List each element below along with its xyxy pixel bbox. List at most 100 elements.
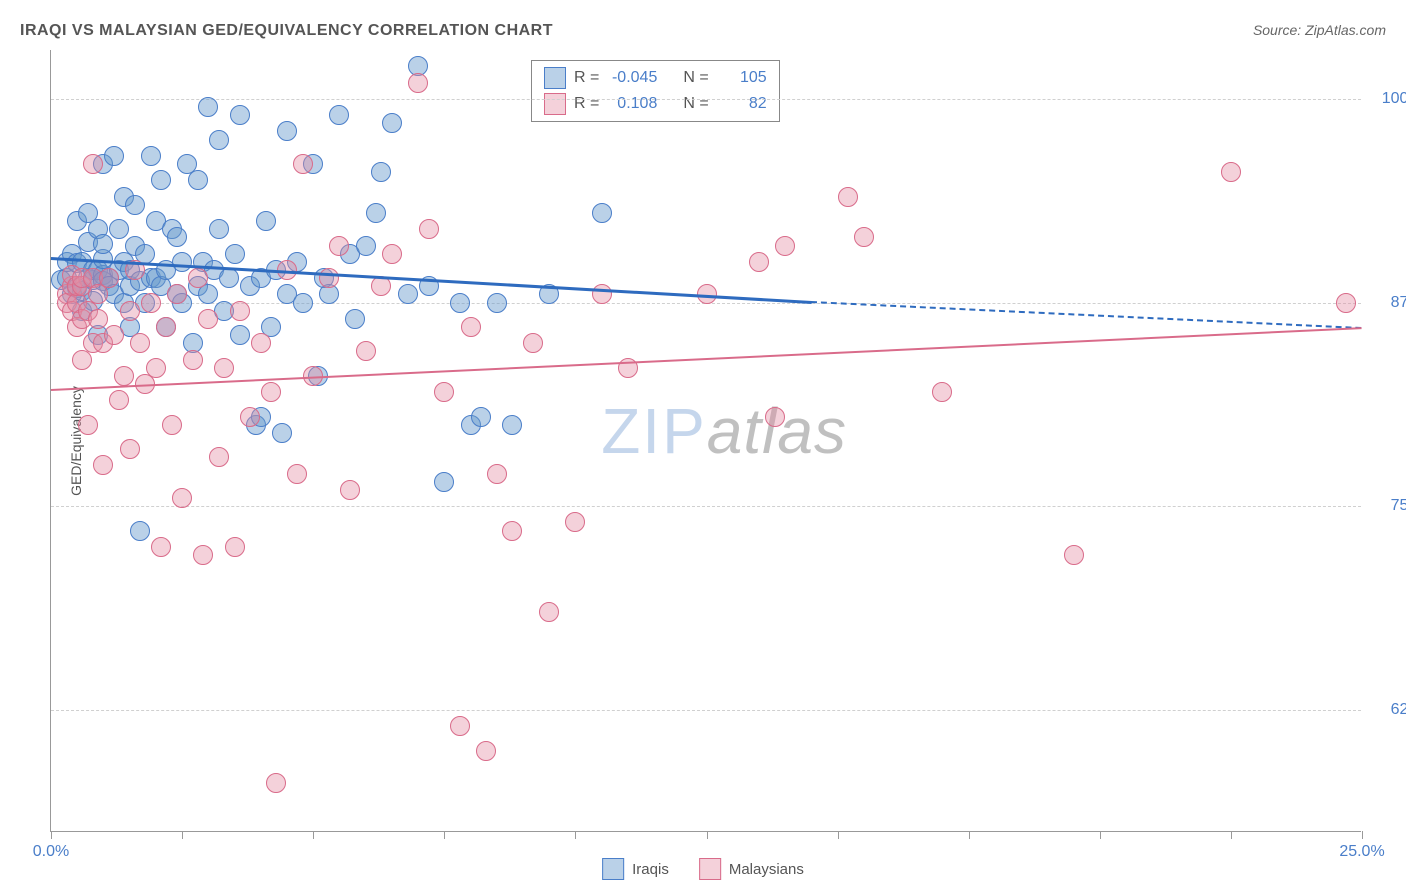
scatter-point-malaysians [261,382,281,402]
y-axis-label: GED/Equivalency [68,386,84,496]
scatter-point-iraqis [109,219,129,239]
legend-n-value-malaysians: 82 [717,95,767,113]
scatter-point-malaysians [932,382,952,402]
legend-r-label-2: R = [574,95,599,113]
bottom-swatch-iraqis [602,858,624,880]
scatter-point-iraqis [272,423,292,443]
scatter-point-malaysians [319,268,339,288]
scatter-point-malaysians [408,73,428,93]
scatter-point-malaysians [329,236,349,256]
scatter-point-malaysians [78,415,98,435]
scatter-point-malaysians [99,268,119,288]
scatter-point-iraqis [93,234,113,254]
bottom-legend-malaysians: Malaysians [699,858,804,880]
scatter-point-malaysians [382,244,402,264]
source-text: Source: ZipAtlas.com [1253,22,1386,38]
scatter-point-malaysians [1064,545,1084,565]
scatter-point-malaysians [775,236,795,256]
scatter-point-malaysians [450,716,470,736]
x-tick-mark [51,831,52,839]
scatter-point-malaysians [749,252,769,272]
scatter-point-iraqis [209,219,229,239]
x-tick-mark [707,831,708,839]
scatter-point-iraqis [398,284,418,304]
legend-n-value-iraqis: 105 [717,69,767,87]
scatter-point-iraqis [502,415,522,435]
y-tick-label: 62.5% [1366,701,1406,719]
bottom-legend: Iraqis Malaysians [602,858,804,880]
scatter-point-malaysians [287,464,307,484]
scatter-point-malaysians [293,154,313,174]
y-tick-label: 100.0% [1366,90,1406,108]
watermark: ZIPatlas [601,394,847,468]
y-tick-label: 87.5% [1366,294,1406,312]
chart-title: IRAQI VS MALAYSIAN GED/EQUIVALENCY CORRE… [20,22,553,40]
scatter-point-malaysians [193,545,213,565]
scatter-point-malaysians [539,602,559,622]
scatter-point-malaysians [1336,293,1356,313]
gridline-horizontal [51,99,1361,100]
scatter-point-malaysians [114,366,134,386]
scatter-point-iraqis [345,309,365,329]
legend-n-label-2: N = [683,95,708,113]
scatter-point-malaysians [183,350,203,370]
scatter-point-iraqis [230,325,250,345]
scatter-point-malaysians [209,447,229,467]
scatter-point-iraqis [329,105,349,125]
scatter-point-malaysians [188,268,208,288]
scatter-point-malaysians [340,480,360,500]
x-tick-mark [1362,831,1363,839]
legend-r-label: R = [574,69,599,87]
watermark-zip: ZIP [601,395,707,467]
scatter-point-iraqis [198,97,218,117]
x-tick-mark [838,831,839,839]
legend-row-malaysians: R = 0.108 N = 82 [544,91,767,117]
scatter-point-iraqis [434,472,454,492]
x-tick-mark [1231,831,1232,839]
scatter-point-iraqis [188,170,208,190]
scatter-point-malaysians [214,358,234,378]
bottom-legend-iraqis: Iraqis [602,858,669,880]
scatter-point-malaysians [172,488,192,508]
x-tick-mark [1100,831,1101,839]
scatter-point-malaysians [356,341,376,361]
bottom-swatch-malaysians [699,858,721,880]
scatter-point-malaysians [225,537,245,557]
chart-container: IRAQI VS MALAYSIAN GED/EQUIVALENCY CORRE… [0,0,1406,892]
scatter-point-malaysians [461,317,481,337]
scatter-point-iraqis [487,293,507,313]
bottom-label-malaysians: Malaysians [729,861,804,878]
scatter-point-iraqis [256,211,276,231]
scatter-point-iraqis [277,121,297,141]
correlation-legend: R = -0.045 N = 105 R = 0.108 N = 82 [531,60,780,122]
scatter-point-malaysians [434,382,454,402]
x-tick-mark [969,831,970,839]
trend-line-dashed [811,301,1362,329]
scatter-point-malaysians [266,773,286,793]
legend-r-value-iraqis: -0.045 [607,69,657,87]
scatter-point-malaysians [167,284,187,304]
scatter-point-iraqis [104,146,124,166]
scatter-point-malaysians [476,741,496,761]
scatter-point-malaysians [146,358,166,378]
legend-swatch-malaysians [544,93,566,115]
scatter-point-malaysians [198,309,218,329]
scatter-point-malaysians [109,390,129,410]
bottom-label-iraqis: Iraqis [632,861,669,878]
scatter-point-iraqis [366,203,386,223]
scatter-point-malaysians [88,309,108,329]
scatter-point-iraqis [592,203,612,223]
scatter-point-iraqis [293,293,313,313]
x-tick-label: 0.0% [33,843,69,861]
scatter-point-iraqis [130,521,150,541]
x-tick-mark [575,831,576,839]
x-tick-mark [313,831,314,839]
scatter-point-malaysians [120,439,140,459]
x-tick-label: 25.0% [1339,843,1384,861]
scatter-point-iraqis [125,195,145,215]
scatter-point-malaysians [93,455,113,475]
legend-row-iraqis: R = -0.045 N = 105 [544,65,767,91]
scatter-point-malaysians [592,284,612,304]
scatter-point-malaysians [251,333,271,353]
scatter-point-iraqis [172,252,192,272]
